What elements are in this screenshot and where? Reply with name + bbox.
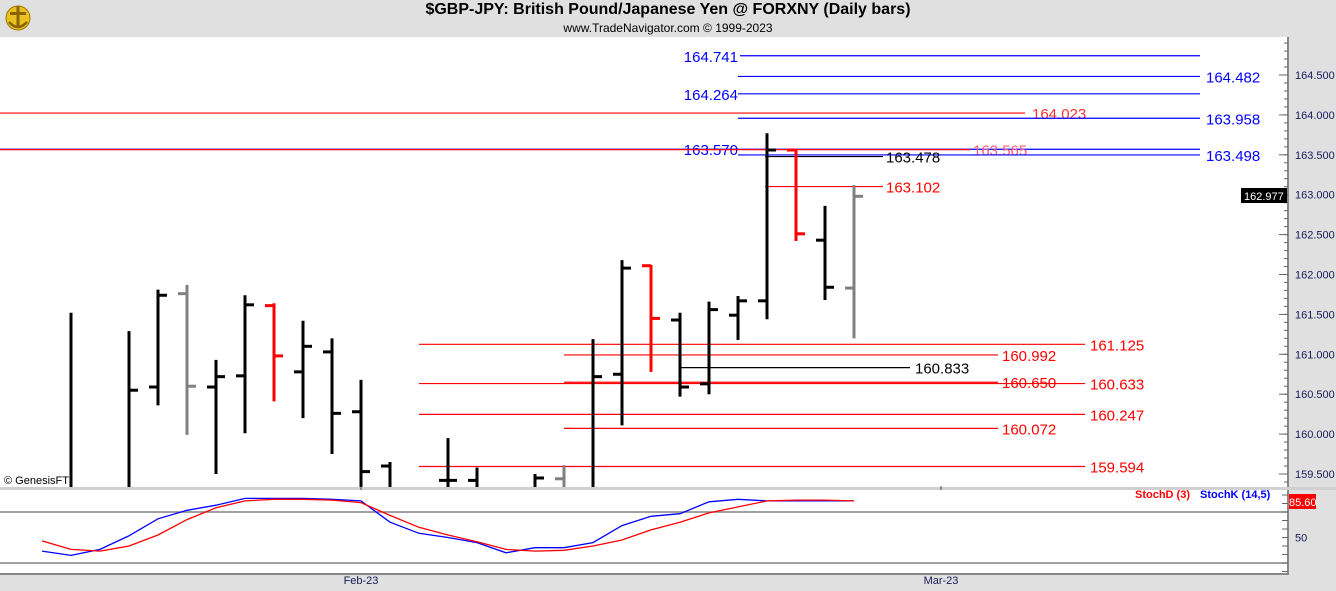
level-label: 160.247 [1090, 407, 1144, 424]
stoch-y-label: 50 [1295, 533, 1307, 545]
ohlc-bar [758, 133, 776, 320]
ohlc-bar [845, 185, 863, 339]
y-tick-label: 164.000 [1295, 110, 1335, 122]
series-blue-line [41, 497, 854, 557]
level-label: 159.594 [1090, 459, 1144, 476]
ohlc-bar [700, 301, 718, 395]
y-tick-label: 163.500 [1295, 150, 1335, 162]
level-label: 163.958 [1206, 111, 1260, 128]
level-label: 163.570 [684, 142, 738, 159]
last-price-badge [1241, 188, 1287, 203]
stochastic-panel[interactable] [0, 490, 1288, 573]
level-label: 164.741 [684, 49, 738, 66]
series-red-line [41, 498, 855, 552]
legend-stochk: StochK (14,5) [1200, 489, 1271, 501]
ohlc-bar [381, 462, 392, 487]
y-tick-label: 162.500 [1295, 230, 1335, 242]
ohlc-bar [439, 438, 457, 487]
x-label: Mar-23 [924, 575, 959, 587]
y-tick-label: 161.500 [1295, 309, 1335, 321]
ohlc-bar [352, 379, 370, 487]
x-label: Feb-23 [344, 575, 379, 587]
y-tick-label: 164.500 [1295, 70, 1335, 82]
level-label: 160.633 [1090, 377, 1144, 394]
gold-anchor-logo-icon [4, 3, 32, 33]
level-label: 161.125 [1090, 337, 1144, 354]
y-tick-label: 160.500 [1295, 389, 1335, 401]
ohlc-bar [323, 338, 341, 455]
level-label: 164.482 [1206, 69, 1260, 86]
level-label: 163.565 [973, 143, 1027, 160]
ohlc-bar [265, 303, 283, 402]
level-label: 164.264 [684, 87, 738, 104]
y-tick-label: 161.000 [1295, 349, 1335, 361]
ohlc-bar [671, 312, 689, 397]
level-label: 160.072 [1002, 421, 1056, 438]
last-price-value: 162.977 [1244, 191, 1284, 203]
chart-title: $GBP-JPY: British Pound/Japanese Yen @ F… [425, 1, 911, 18]
ohlc-bar [642, 264, 660, 372]
y-tick-label: 159.500 [1295, 469, 1335, 481]
ohlc-bar [236, 295, 254, 434]
ohlc-bar [591, 339, 602, 487]
chart-subtitle: www.TradeNavigator.com © 1999-2023 [563, 21, 773, 35]
ohlc-bar [127, 331, 138, 487]
ohlc-bar [816, 205, 834, 301]
stoch-last-badge [1289, 494, 1316, 509]
genesis-watermark: © GenesisFT [4, 475, 69, 487]
level-label: 160.833 [915, 361, 969, 378]
ohlc-bar [555, 465, 566, 487]
legend-stochd: StochD (3) [1135, 489, 1190, 501]
level-label: 163.102 [886, 180, 940, 197]
ohlc-bar [149, 289, 167, 406]
level-label: 164.023 [1032, 106, 1086, 123]
ohlc-bar [533, 474, 544, 487]
ohlc-bar [207, 359, 225, 474]
ohlc-bar [787, 148, 805, 241]
level-label: 163.498 [1206, 148, 1260, 165]
ohlc-bar [729, 296, 747, 340]
ohlc-bar [178, 284, 196, 435]
level-label: 160.992 [1002, 348, 1056, 365]
stoch-last-value: 85.60 [1289, 497, 1317, 509]
y-tick-label: 163.000 [1295, 190, 1335, 202]
ohlc-bar [468, 467, 479, 487]
level-label: 163.478 [886, 150, 940, 167]
y-tick-label: 160.000 [1295, 429, 1335, 441]
y-tick-label: 162.000 [1295, 270, 1335, 282]
ohlc-bar [613, 260, 631, 426]
ohlc-bar [294, 320, 312, 419]
